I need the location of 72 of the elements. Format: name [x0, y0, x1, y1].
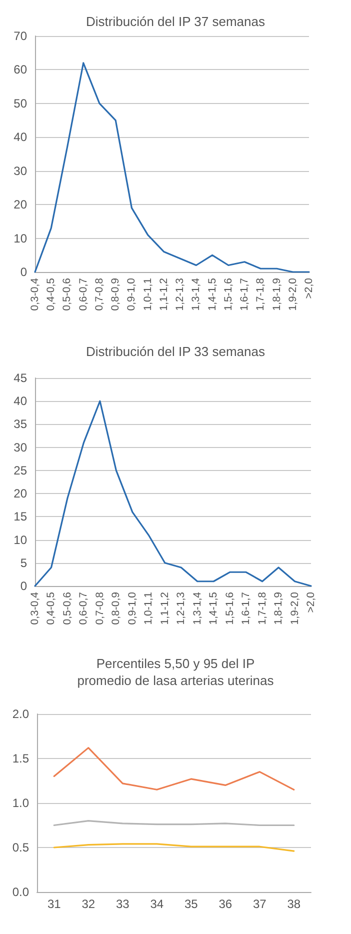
- x-tick-label: 1,5-1,6: [222, 278, 234, 311]
- x-tick-label: 1,9-2,0: [288, 592, 301, 625]
- x-tick-label: 38: [287, 897, 301, 911]
- x-tick-label: 0,3-0,4: [29, 592, 41, 625]
- x-tick-label: 1,0-1,1: [142, 278, 154, 311]
- x-tick-label: 1,3-1,4: [190, 278, 202, 311]
- x-tick-label: 0,7-0,8: [94, 592, 106, 625]
- y-tick-label: 5: [20, 556, 28, 570]
- x-tick-label: 1,8-1,9: [272, 592, 285, 625]
- x-tick-label: 0,6-0,7: [78, 592, 90, 625]
- y-tick-label: 30: [14, 164, 28, 178]
- x-tick-label: 1,6-1,7: [240, 592, 252, 625]
- x-tick-label: 0,8-0,9: [110, 592, 122, 625]
- x-tick-label: 1,0-1,1: [142, 592, 155, 625]
- y-tick-label: 0.0: [12, 885, 30, 899]
- x-tick-label: 1,3-1,4: [191, 592, 204, 625]
- y-tick-label: 35: [14, 417, 28, 432]
- x-tick-label: 34: [150, 897, 164, 911]
- x-tick-label: 1,9-2,0: [286, 278, 299, 311]
- x-tick-label: 1,2-1,3: [175, 592, 188, 625]
- y-tick-label: 0: [20, 265, 28, 279]
- x-tick-label: 1,5-1,6: [224, 592, 236, 625]
- chart-title: Distribución del IP 37 semanas: [86, 14, 266, 29]
- y-tick-label: 30: [14, 440, 28, 454]
- x-tick-label: 35: [184, 897, 198, 911]
- y-tick-label: 20: [14, 198, 28, 212]
- x-tick-label: 1,7-1,8: [254, 278, 267, 311]
- y-tick-label: 70: [14, 29, 28, 43]
- x-tick-label: >2,0: [303, 278, 315, 299]
- y-tick-label: 20: [14, 486, 28, 501]
- x-tick-label: 0,5-0,6: [61, 278, 74, 311]
- x-tick-label: 0,6-0,7: [77, 278, 90, 311]
- x-tick-label: 1,1-1,2: [158, 592, 171, 625]
- x-tick-label: 31: [47, 897, 62, 911]
- y-tick-label: 60: [14, 62, 28, 77]
- x-tick-label: 1,2-1,3: [174, 278, 186, 311]
- y-tick-label: 15: [14, 510, 28, 524]
- y-tick-label: 10: [14, 532, 28, 547]
- chart-title: Distribución del IP 33 semanas: [86, 344, 266, 359]
- y-tick-label: 1.0: [12, 796, 30, 810]
- x-tick-label: 1,1-1,2: [158, 278, 170, 311]
- x-tick-label: 1,7-1,8: [256, 592, 268, 625]
- line-series: [53, 843, 295, 852]
- x-tick-label: 37: [252, 897, 267, 911]
- x-tick-label: >2,0: [305, 592, 317, 613]
- y-tick-label: 10: [14, 231, 28, 246]
- y-tick-label: 25: [14, 463, 28, 478]
- y-tick-label: 40: [14, 130, 28, 144]
- x-tick-label: 0,3-0,4: [29, 278, 41, 311]
- y-tick-label: 40: [14, 394, 28, 408]
- y-tick-label: 1.5: [12, 752, 30, 766]
- x-tick-label: 32: [82, 897, 96, 911]
- x-tick-label: 1,4-1,5: [208, 592, 220, 625]
- y-tick-label: 0: [20, 579, 28, 593]
- y-tick-label: 2.0: [12, 707, 30, 721]
- line-series: [53, 747, 295, 790]
- x-tick-label: 36: [218, 897, 232, 911]
- x-tick-label: 33: [116, 897, 130, 911]
- y-tick-label: 50: [14, 96, 28, 110]
- x-tick-label: 0,8-0,9: [110, 278, 122, 311]
- x-tick-label: 0,4-0,5: [45, 278, 58, 311]
- x-tick-label: 1,4-1,5: [206, 278, 218, 311]
- x-tick-label: 0,7-0,8: [93, 278, 106, 311]
- chart-title: Percentiles 5,50 y 95 del IP promedio de lasa arterias uterinas: [77, 656, 274, 688]
- y-tick-label: 45: [14, 371, 28, 385]
- x-tick-label: 1,8-1,9: [270, 278, 283, 311]
- y-tick-label: 0.5: [12, 840, 30, 854]
- x-tick-label: 0,9-1,0: [126, 592, 138, 625]
- x-tick-label: 0,4-0,5: [45, 592, 58, 625]
- x-tick-label: 0,5-0,6: [61, 592, 74, 625]
- x-tick-label: 1,6-1,7: [238, 278, 251, 311]
- x-tick-label: 0,9-1,0: [126, 278, 138, 311]
